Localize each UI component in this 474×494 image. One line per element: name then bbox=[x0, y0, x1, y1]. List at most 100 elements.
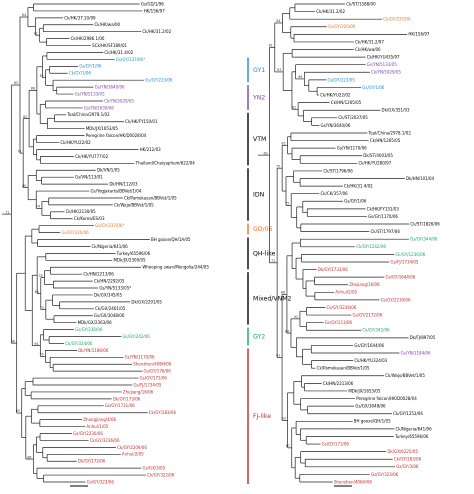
leaf-label: Gs/YN/5133/05 bbox=[367, 62, 397, 67]
leaf-label: Gs/FJ/1734/05 bbox=[133, 382, 161, 387]
leaf-label: Ck/ST/1826/06 bbox=[410, 221, 440, 226]
leaf-label: Ck/HN/1265/05 bbox=[331, 100, 362, 105]
leaf-label: Ck/HK/2130/05 bbox=[66, 209, 97, 214]
leaf-label: Gs/GD/1/96 bbox=[141, 1, 164, 6]
leaf-label: Gs/GY/344/06 bbox=[410, 237, 438, 242]
leaf-label: Ck/YN/5029/05 bbox=[104, 98, 134, 103]
leaf-label: Ck/GY/183/06 bbox=[149, 410, 177, 415]
leaf-label: Ck/GY/1236/06 bbox=[395, 252, 425, 257]
leaf-label: Gs/GY/1/06 bbox=[344, 199, 367, 204]
leaf-label: Ck/GY/337/06 bbox=[383, 17, 411, 22]
leaf-label: Ck/HN/2213/06 bbox=[83, 272, 114, 277]
bootstrap-value: 94 bbox=[34, 342, 38, 346]
leaf-label: Gs/GX/3048/06 bbox=[94, 313, 125, 318]
leaf-label: Ck/GY/1/06 bbox=[69, 71, 92, 76]
leaf-label: Gs/GY/323/06 bbox=[371, 472, 399, 477]
leaf-label: Ck/HK/YU324/03 bbox=[354, 358, 387, 363]
leaf-label: Dk/HN/101/04 bbox=[406, 176, 435, 181]
leaf-label: MDk/JX/1653/05 bbox=[348, 388, 381, 393]
leaf-label: Ck/Wajo/BBVet/1/05 bbox=[114, 202, 154, 207]
leaf-label: Gs/GY/176/06 bbox=[144, 369, 172, 374]
leaf-label: Dk/ST/4003/05 bbox=[363, 153, 393, 158]
leaf-label: Gs/Yogjakarta/BBVet/1/04 bbox=[91, 188, 142, 193]
leaf-label: Peregrine falcon/HK/D0028/04 bbox=[86, 133, 147, 138]
leaf-label: Gs/YN/5133/05* bbox=[99, 285, 131, 290]
leaf-label: Dk/GX/6225/05 bbox=[387, 449, 418, 454]
leaf-label: Gs/YN/3640/06 bbox=[321, 123, 351, 128]
leaf-label: Ck/Nigeria/641/06 bbox=[395, 426, 432, 431]
clade-label: VTM bbox=[253, 136, 266, 143]
leaf-label: Ck/ST/1796/06 bbox=[323, 168, 353, 173]
leaf-label: Ck/GX/2461/05 bbox=[95, 306, 126, 311]
leaf-label: SCk/HK/SF189/01 bbox=[92, 43, 127, 48]
leaf-label: Shenzhen/406H/06 bbox=[133, 362, 172, 367]
leaf-label: Gs/YN/1184/06 bbox=[401, 350, 431, 355]
leaf-label: Gs/GX/3/05 bbox=[142, 466, 165, 471]
leaf-label: Anhui/2/05 bbox=[335, 290, 357, 295]
bootstrap-value: 86 bbox=[281, 291, 285, 295]
leaf-label: BH goose/QH/1A/05 bbox=[151, 237, 191, 242]
bootstrap-value: 79 bbox=[17, 149, 21, 153]
clade-label: IDN bbox=[253, 192, 265, 199]
leaf-label: Dk/HN/112/03 bbox=[109, 182, 138, 187]
bootstrap-value: 73 bbox=[40, 306, 44, 310]
leaf-label: Gs/YN/1170/06 bbox=[337, 146, 367, 151]
leaf-label: Gs/GY/213/06 bbox=[325, 320, 353, 325]
leaf-label: Thailand/Chaiyaphum/622/04 bbox=[135, 161, 196, 166]
leaf-label: Gs/GY/223/05 bbox=[327, 77, 355, 82]
leaf-label: Gs/GY/1170/06 bbox=[368, 214, 398, 219]
leaf-label: Peregrine falcon/HK/D0028/04 bbox=[356, 396, 417, 401]
bootstrap-value: 75 bbox=[276, 164, 280, 168]
leaf-label: Dk/GY/173/06 bbox=[113, 396, 141, 401]
bootstrap-value: 71 bbox=[271, 259, 275, 263]
leaf-label: Ck/HK/YU435/97 bbox=[367, 55, 400, 60]
leaf-label: Gs/GY/236/06 bbox=[75, 327, 103, 332]
bootstrap-value: 75 bbox=[285, 202, 289, 206]
clade-annotations: GY1 YN2 VTM IDN GD/06 QH-like Mixed/VNM2 GY2 FJ-… bbox=[247, 57, 292, 484]
bootstrap-value: 96 bbox=[11, 339, 15, 343]
leaf-label: Ck/GY/1242/06 bbox=[356, 244, 386, 249]
leaf-label: Gs/YN/5133/05 bbox=[75, 91, 105, 96]
leaf-label: Gs/YN/3640/06 bbox=[95, 85, 125, 90]
leaf-label: HK/212/03 bbox=[140, 147, 162, 152]
leaf-label: Gs/FJ/1734/05 bbox=[391, 259, 419, 264]
leaf-label: BH goose/QH/1/05 bbox=[354, 419, 391, 424]
leaf-label: Gs/GY/2230/06 bbox=[381, 297, 411, 302]
leaf-label: Ck/HK/wa/00 bbox=[94, 22, 120, 27]
leaf-label: Zhejiang/16/06 bbox=[123, 389, 154, 394]
leaf-label: Turkey/65596/06 bbox=[116, 251, 151, 256]
leaf-label: Gs/GY/1644/06 bbox=[386, 275, 416, 280]
bootstrap-value: 82 bbox=[23, 115, 27, 119]
leaf-label: Dk/FJ/897/05 bbox=[410, 335, 436, 340]
bootstrap-value: 86 bbox=[27, 455, 31, 459]
bootstrap-value: 92 bbox=[294, 315, 298, 319]
bootstrap-value: 63 bbox=[277, 68, 281, 72]
clade-label: YN2 bbox=[252, 95, 265, 102]
leaf-label: Ck/HK/31.2/02 bbox=[142, 29, 171, 34]
leaf-label: Gs/GY/220/06 bbox=[61, 230, 89, 235]
clade-label: GY2 bbox=[253, 334, 265, 341]
bootstrap-value: 83 bbox=[14, 81, 18, 85]
bootstrap-value: 89 bbox=[22, 184, 26, 188]
leaf-label: Anhui/1/05 bbox=[86, 424, 108, 429]
leaf-label: Dk/GY/172/06 bbox=[78, 459, 106, 464]
leaf-label: Ck/HK/2986.1/00 bbox=[71, 36, 105, 41]
leaf-label: Dk/VN/1/05 bbox=[97, 168, 120, 173]
leaf-label: Ck/HK/31.4/02 bbox=[104, 50, 133, 55]
leaf-label: Gs/GY/1731/06 bbox=[105, 403, 135, 408]
leaf-label: Ck/HK/FY150/01 bbox=[125, 119, 158, 124]
leaf-label: Gs/GY/323/06 bbox=[87, 479, 115, 484]
clade-label: Mixed/VNM2 bbox=[253, 295, 292, 302]
leaf-label: Gs/GY/171/06 bbox=[322, 441, 350, 446]
bootstrap-value: 71 bbox=[5, 210, 9, 214]
leaf-label: MDk/JX/2300/05 bbox=[113, 258, 146, 263]
leaf-label: Ck/YN/5029/05 bbox=[371, 70, 401, 75]
leaf-label: Shenzhen/406H/06 bbox=[334, 479, 373, 484]
leaf-label: Ck/HN/2213/06 bbox=[323, 381, 354, 386]
leaf-label: Zhangjiang/4/06 bbox=[83, 417, 116, 422]
leaf-label: Zhejiang/16/06 bbox=[349, 282, 380, 287]
left-phylogenetic-tree: 926482868274897983787365769486639671Gs/G… bbox=[2, 1, 209, 484]
leaf-label: HK/156/97 bbox=[408, 32, 430, 37]
leaf-label: Gs/GY/1/06 bbox=[362, 85, 385, 90]
leaf-label: Ck/Pamekasan/BBVet/1/05 bbox=[317, 366, 370, 371]
